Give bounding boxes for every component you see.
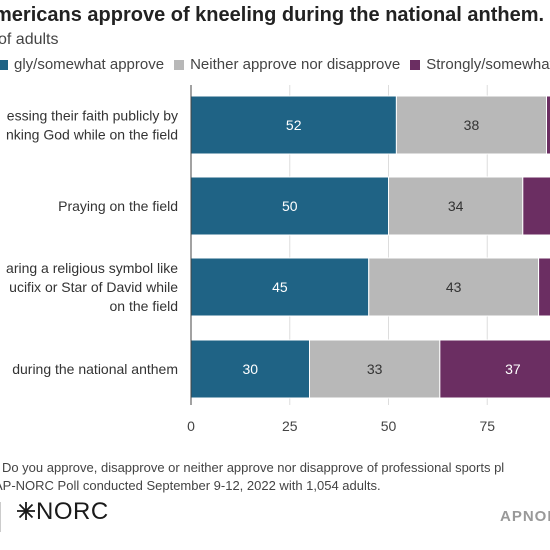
bar-segment [439, 339, 550, 399]
data-label: 50 [282, 198, 298, 214]
legend: gly/somewhat approve Neither approve nor… [0, 56, 550, 73]
norc-logo: NORC [16, 498, 109, 526]
category-label: on the field [110, 298, 179, 314]
category-label: ucifix or Star of David while [9, 279, 178, 295]
legend-item-approve: gly/somewhat approve [0, 56, 164, 73]
bar-segment [522, 176, 550, 236]
chart-subtitle: of adults [0, 31, 59, 48]
data-label: 45 [272, 279, 288, 295]
category-label: essing their faith publicly by [7, 108, 178, 124]
bar-segment [546, 95, 550, 155]
data-label: 30 [242, 361, 258, 377]
legend-label-neither: Neither approve nor disapprove [190, 56, 401, 73]
legend-swatch-neither [174, 59, 185, 70]
legend-item-neither: Neither approve nor disapprove [174, 56, 400, 73]
note-question: Do you approve, disapprove or neither ap… [0, 460, 505, 475]
bar-segment [368, 257, 540, 317]
bar-segment [309, 339, 441, 399]
legend-swatch-disapprove [410, 59, 421, 70]
chart-title: mericans approve of kneeling during the … [0, 4, 545, 26]
norc-logo-text: NORC [36, 498, 109, 525]
data-label: 37 [505, 361, 521, 377]
x-tick-label: 75 [479, 418, 495, 434]
logo-divider [0, 502, 1, 532]
legend-item-disapprove: Strongly/somewhat di [410, 56, 550, 73]
bar-segment [190, 257, 370, 317]
bar-segment [538, 257, 550, 317]
data-label: 43 [446, 279, 462, 295]
category-label: during the national anthem [12, 361, 178, 377]
category-label: nking God while on the field [6, 127, 178, 143]
stacked-bar-chart: 52 38 essing their faith publicly by nking … [6, 85, 550, 434]
category-label: Praying on the field [58, 198, 178, 214]
data-label: 33 [367, 361, 383, 377]
x-tick-label: 50 [381, 418, 397, 434]
category-label: aring a religious symbol like [6, 260, 178, 276]
legend-label-approve: gly/somewhat approve [14, 56, 165, 73]
data-label: 34 [448, 198, 464, 214]
norc-star-icon [17, 502, 35, 520]
brand-text: APNOR [500, 508, 550, 525]
data-label: 52 [286, 117, 302, 133]
bar-segment [190, 95, 397, 155]
chart-note: : Do you approve, disapprove or neither … [0, 459, 504, 495]
legend-swatch-approve [0, 59, 8, 70]
x-tick-label: 0 [187, 418, 195, 434]
note-source: AP-NORC Poll conducted September 9-12, 2… [0, 478, 381, 493]
data-label: 38 [464, 117, 480, 133]
x-tick-label: 25 [282, 418, 298, 434]
bar-segment [190, 339, 310, 399]
legend-label-disapprove: Strongly/somewhat di [426, 56, 550, 73]
